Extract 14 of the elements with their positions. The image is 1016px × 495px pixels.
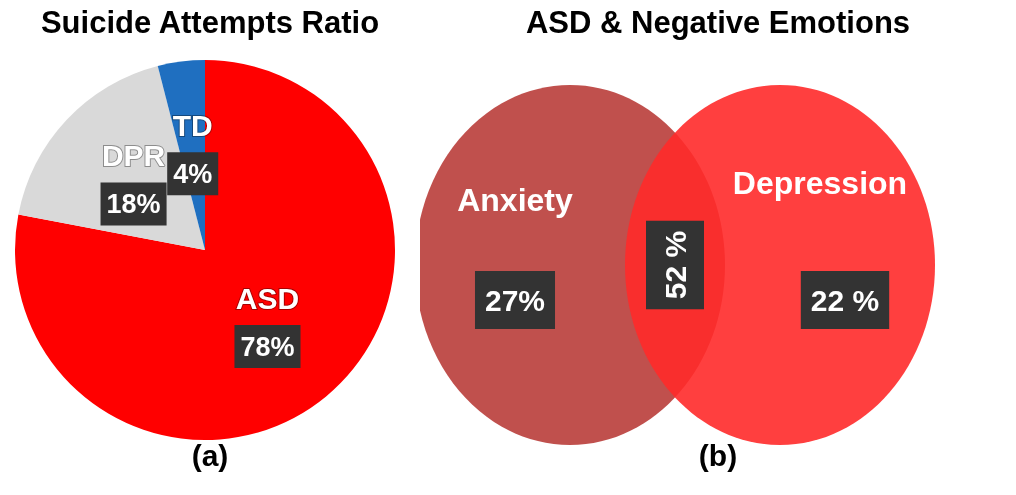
slice-label: ASD — [235, 281, 300, 315]
chart-title: Suicide Attempts Ratio — [40, 5, 380, 40]
category-label: Depression — [732, 165, 908, 201]
data-label: 4% — [173, 158, 213, 189]
text: 52 % — [658, 230, 692, 300]
text: 27% — [484, 283, 546, 317]
slice-label: DPR — [101, 138, 166, 172]
text: ASD & Negative Emotions — [525, 5, 911, 40]
data-label: 18% — [106, 188, 161, 219]
category-label: Anxiety — [457, 182, 573, 218]
text: (a) — [191, 438, 229, 472]
data-label: 78% — [240, 331, 295, 362]
text: (b) — [698, 438, 738, 472]
text: 22 % — [810, 283, 880, 317]
